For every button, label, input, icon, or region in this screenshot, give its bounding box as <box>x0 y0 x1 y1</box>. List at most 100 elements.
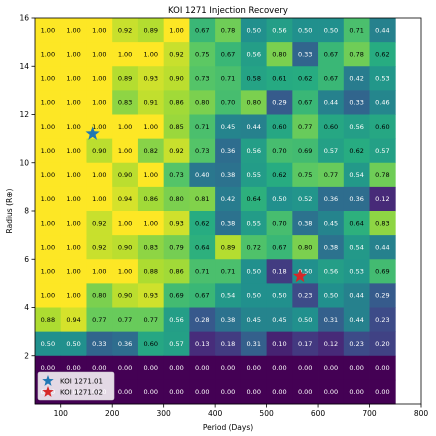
heatmap-cell <box>318 138 345 164</box>
heatmap-cell-label: 1.00 <box>66 75 80 83</box>
heatmap-cell-label: 0.93 <box>144 292 158 300</box>
heatmap-cell <box>215 90 242 115</box>
heatmap-cell <box>266 66 293 91</box>
heatmap-cell <box>215 42 242 67</box>
heatmap-cell-label: 1.00 <box>118 123 132 131</box>
heatmap-cell-label: 1.00 <box>118 50 132 58</box>
heatmap-cell-label: 0.90 <box>92 147 106 155</box>
heatmap-cell-label: 0.54 <box>349 243 363 251</box>
heatmap-cell-label: 1.00 <box>118 219 132 227</box>
heatmap-cell-label: 1.00 <box>92 99 106 107</box>
heatmap-cell-label: 1.00 <box>41 195 55 203</box>
heatmap-cell-label: 1.00 <box>92 171 106 179</box>
heatmap-cell-label: 0.00 <box>144 388 158 396</box>
heatmap-cell <box>215 259 242 284</box>
heatmap-cell-label: 0.70 <box>221 99 235 107</box>
heatmap-cell-label: 0.83 <box>375 219 389 227</box>
heatmap-cell <box>137 186 165 212</box>
heatmap-cell <box>292 138 319 164</box>
planet-markers <box>85 126 308 283</box>
heatmap-cell <box>215 138 242 164</box>
heatmap-cell <box>215 186 242 212</box>
heatmap-cell-label: 0.50 <box>41 340 55 348</box>
heatmap-cell <box>112 18 139 43</box>
heatmap-cell-label: 0.82 <box>144 147 158 155</box>
heatmap-cell-label: 0.67 <box>221 50 235 58</box>
heatmap-cell <box>189 211 216 236</box>
heatmap-cell <box>112 162 139 188</box>
heatmap-cell-label: 0.00 <box>118 388 132 396</box>
heatmap-cell-label: 1.00 <box>41 50 55 58</box>
heatmap-cell <box>266 379 293 405</box>
heatmap-cell <box>292 379 319 405</box>
heatmap-cell <box>318 42 345 67</box>
heatmap-cell <box>163 379 190 405</box>
heatmap-cell-label: 1.00 <box>92 123 106 131</box>
heatmap-cell <box>343 114 370 140</box>
y-axis-label: Radius (R⊕) <box>5 188 14 233</box>
heatmap-cell <box>292 66 319 91</box>
x-tick-label: 100 <box>54 409 69 418</box>
heatmap-cell-label: 0.44 <box>375 26 389 34</box>
heatmap-cell-label: 1.00 <box>92 268 106 276</box>
heatmap-cell <box>163 162 190 188</box>
heatmap-cell-label: 0.55 <box>246 219 260 227</box>
heatmap-cell-label: 0.00 <box>324 364 338 372</box>
heatmap-cell <box>112 66 139 91</box>
heatmap-cell <box>318 66 345 91</box>
heatmap-cell-label: 0.50 <box>272 292 286 300</box>
heatmap-cell <box>318 186 345 212</box>
heatmap-cell-label: 0.79 <box>169 243 183 251</box>
heatmap-cell <box>35 235 62 260</box>
heatmap-cell-label: 0.62 <box>272 171 286 179</box>
heatmap-cell <box>189 355 216 381</box>
heatmap-cell <box>343 355 370 381</box>
heatmap-cell <box>369 66 396 91</box>
heatmap-cell-label: 0.00 <box>41 364 55 372</box>
star-marker-icon <box>292 268 308 283</box>
heatmap-cell <box>215 307 242 333</box>
heatmap-cell <box>60 66 87 91</box>
heatmap-cell <box>240 259 267 284</box>
heatmap-cell <box>189 162 216 188</box>
heatmap-cell-label: 0.93 <box>144 75 158 83</box>
heatmap-cell-label: 0.42 <box>221 195 235 203</box>
heatmap-cell <box>266 186 293 212</box>
heatmap-cell <box>369 331 396 357</box>
heatmap-cell-label: 0.93 <box>169 219 183 227</box>
heatmap-cell <box>86 235 113 260</box>
heatmap-cell <box>86 259 113 284</box>
heatmap-cell <box>240 355 267 381</box>
heatmap-cell-label: 1.00 <box>92 26 106 34</box>
heatmap-cell <box>266 211 293 236</box>
heatmap-cell-label: 0.90 <box>169 75 183 83</box>
heatmap-cell <box>163 42 190 67</box>
heatmap-cell-label: 0.75 <box>246 0 260 2</box>
heatmap-cell <box>35 211 62 236</box>
heatmap-cell-label: 0.69 <box>375 268 389 276</box>
heatmap-cell <box>137 162 165 188</box>
heatmap-cell-label: 0.77 <box>324 171 338 179</box>
x-axis-ticks: 100 200 300 400 500 600 700 800 <box>54 404 428 418</box>
y-tick-label: 10 <box>19 158 29 167</box>
heatmap-cell-label: 1.00 <box>66 123 80 131</box>
heatmap-cell <box>318 283 345 308</box>
heatmap-cell <box>343 259 370 284</box>
heatmap-cell-label: 1.00 <box>66 171 80 179</box>
heatmap-cell <box>369 211 396 236</box>
heatmap-cell-label: 0.44 <box>375 243 389 251</box>
heatmap-cell-label: 0.44 <box>246 123 260 131</box>
heatmap-cell <box>240 18 267 43</box>
heatmap-cell-label: 0.60 <box>144 340 158 348</box>
heatmap-cell-label: 0.71 <box>221 268 235 276</box>
y-tick-label: 8 <box>24 207 29 216</box>
heatmap-cell-label: 0.78 <box>375 171 389 179</box>
x-tick-label: 600 <box>311 409 326 418</box>
heatmap-cell-label: 0.50 <box>246 292 260 300</box>
heatmap-cell <box>240 331 267 357</box>
heatmap-cell <box>35 331 62 357</box>
heatmap-cell <box>189 307 216 333</box>
heatmap-cell-label: 0.46 <box>375 99 389 107</box>
heatmap-cell-label: 0.83 <box>144 243 158 251</box>
heatmap-cell-label: 0.13 <box>195 340 209 348</box>
